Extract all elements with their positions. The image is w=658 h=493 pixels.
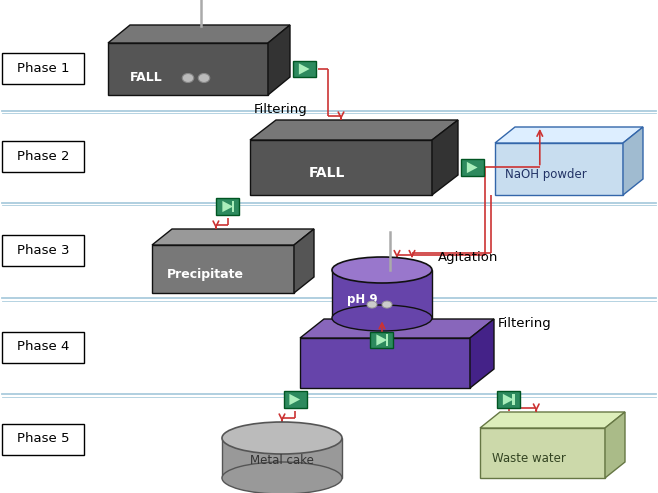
Polygon shape bbox=[268, 25, 290, 95]
Bar bbox=[284, 391, 307, 408]
Polygon shape bbox=[605, 412, 625, 478]
Polygon shape bbox=[495, 143, 623, 195]
Bar bbox=[497, 391, 520, 408]
Polygon shape bbox=[480, 428, 605, 478]
Ellipse shape bbox=[222, 422, 342, 454]
Text: Filtering: Filtering bbox=[498, 317, 552, 330]
Text: Waste water: Waste water bbox=[492, 452, 566, 464]
FancyBboxPatch shape bbox=[2, 331, 84, 362]
Polygon shape bbox=[376, 334, 387, 346]
Bar bbox=[386, 334, 388, 346]
Polygon shape bbox=[152, 245, 294, 293]
Polygon shape bbox=[250, 120, 458, 140]
Text: Phase 1: Phase 1 bbox=[16, 63, 69, 75]
Text: Agitation: Agitation bbox=[438, 251, 498, 265]
Polygon shape bbox=[108, 43, 268, 95]
Polygon shape bbox=[300, 319, 494, 338]
Polygon shape bbox=[495, 127, 643, 143]
Ellipse shape bbox=[198, 73, 210, 82]
Bar bbox=[370, 332, 393, 348]
Text: Phase 3: Phase 3 bbox=[16, 245, 69, 257]
Polygon shape bbox=[623, 127, 643, 195]
Ellipse shape bbox=[382, 301, 392, 308]
Polygon shape bbox=[480, 412, 625, 428]
Text: Phase 4: Phase 4 bbox=[17, 341, 69, 353]
FancyBboxPatch shape bbox=[2, 54, 84, 84]
FancyBboxPatch shape bbox=[2, 423, 84, 455]
Polygon shape bbox=[222, 438, 342, 478]
Text: Metal cake: Metal cake bbox=[250, 454, 314, 466]
Polygon shape bbox=[432, 120, 458, 195]
FancyBboxPatch shape bbox=[2, 141, 84, 173]
Polygon shape bbox=[222, 201, 233, 212]
Polygon shape bbox=[250, 140, 432, 195]
Polygon shape bbox=[300, 338, 470, 388]
Text: Filtering: Filtering bbox=[254, 103, 308, 116]
Text: Phase 5: Phase 5 bbox=[16, 432, 69, 446]
Polygon shape bbox=[467, 162, 478, 173]
Polygon shape bbox=[503, 394, 514, 405]
Text: NaOH powder: NaOH powder bbox=[505, 169, 587, 181]
Bar bbox=[293, 61, 316, 77]
Bar bbox=[216, 199, 240, 214]
Polygon shape bbox=[152, 229, 314, 245]
Polygon shape bbox=[290, 394, 300, 405]
Bar bbox=[232, 201, 234, 212]
Ellipse shape bbox=[222, 462, 342, 493]
Polygon shape bbox=[294, 229, 314, 293]
Text: pH 9: pH 9 bbox=[347, 293, 377, 306]
Text: FALL: FALL bbox=[130, 71, 163, 84]
Text: FALL: FALL bbox=[308, 166, 345, 180]
Polygon shape bbox=[299, 64, 309, 74]
Bar bbox=[512, 394, 515, 405]
Polygon shape bbox=[470, 319, 494, 388]
FancyBboxPatch shape bbox=[2, 236, 84, 267]
Ellipse shape bbox=[332, 305, 432, 331]
Ellipse shape bbox=[182, 73, 193, 82]
Text: Precipitate: Precipitate bbox=[167, 269, 244, 282]
Bar bbox=[461, 159, 484, 176]
Text: Phase 2: Phase 2 bbox=[16, 150, 69, 164]
Polygon shape bbox=[108, 25, 290, 43]
Polygon shape bbox=[332, 270, 432, 318]
Ellipse shape bbox=[367, 301, 377, 308]
Ellipse shape bbox=[332, 257, 432, 283]
